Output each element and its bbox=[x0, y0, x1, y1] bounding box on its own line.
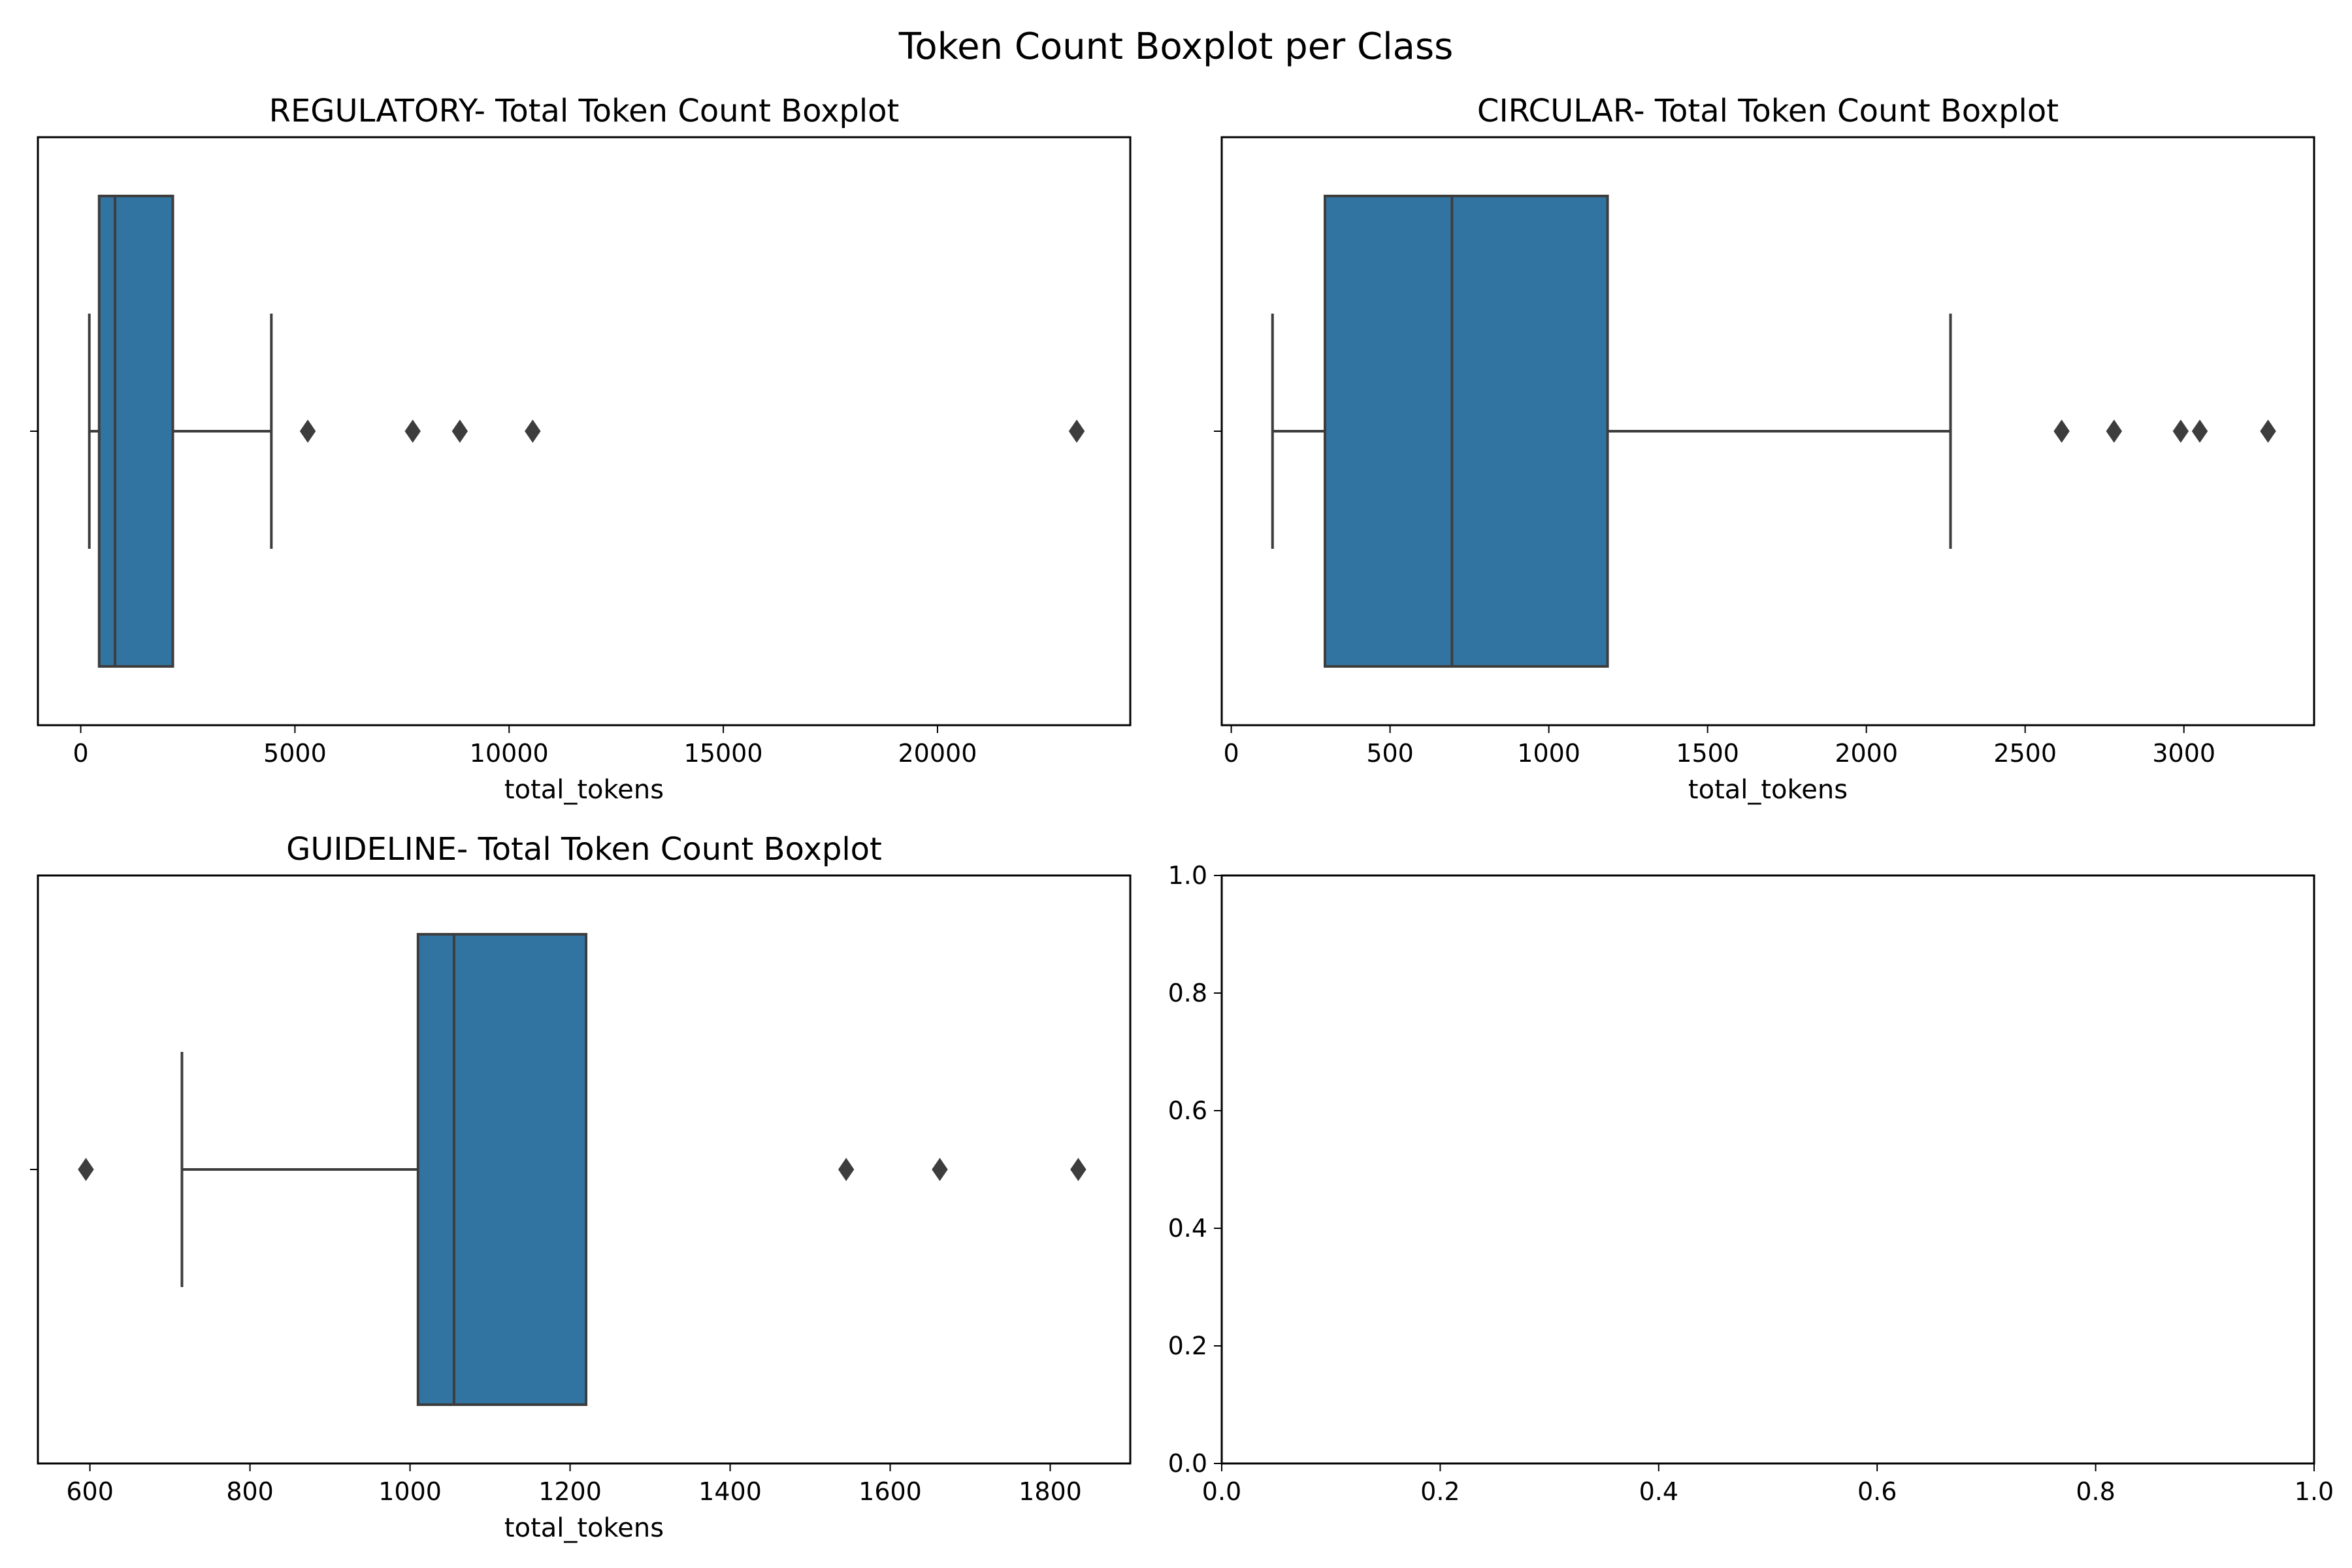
x-axis-label: total_tokens bbox=[1688, 775, 1848, 805]
subplot-title: REGULATORY- Total Token Count Boxplot bbox=[269, 93, 900, 129]
outlier-point bbox=[2053, 419, 2070, 443]
x-tick-label: 1800 bbox=[1019, 1477, 1082, 1506]
x-tick-label: 5000 bbox=[263, 739, 327, 768]
x-tick-label: 0.0 bbox=[1202, 1477, 1241, 1506]
x-tick-label: 1600 bbox=[858, 1477, 922, 1506]
x-tick-label: 1500 bbox=[1676, 739, 1739, 768]
x-tick-label: 1000 bbox=[1517, 739, 1580, 768]
x-tick-label: 500 bbox=[1366, 739, 1414, 768]
x-tick-label: 600 bbox=[66, 1477, 114, 1506]
outlier-point bbox=[1068, 419, 1085, 443]
y-tick-label: 1.0 bbox=[1168, 861, 1207, 890]
y-tick-label: 0.4 bbox=[1168, 1214, 1207, 1243]
axes-frame bbox=[1220, 874, 2315, 1465]
x-tick-label: 2500 bbox=[1993, 739, 2057, 768]
y-tick-label: 0.6 bbox=[1168, 1096, 1207, 1125]
y-tick-label: 0.0 bbox=[1168, 1449, 1207, 1478]
subplot-3: GUIDELINE- Total Token Count Boxplot 600 8… bbox=[30, 831, 1132, 1543]
x-tick-label: 1.0 bbox=[2295, 1477, 2334, 1506]
subplot-1: REGULATORY- Total Token Count Boxplot 0 50… bbox=[30, 93, 1132, 805]
outlier-point bbox=[2172, 419, 2189, 443]
x-tick-label: 0.6 bbox=[1857, 1477, 1897, 1506]
figure-title: Token Count Boxplot per Class bbox=[898, 25, 1454, 68]
iqr-box bbox=[1323, 195, 1609, 668]
outlier-point bbox=[932, 1158, 948, 1181]
outlier-point bbox=[2191, 419, 2208, 443]
subplot-title: GUIDELINE- Total Token Count Boxplot bbox=[286, 831, 882, 868]
outlier-point bbox=[299, 419, 316, 443]
iqr-box bbox=[416, 933, 588, 1406]
x-tick-label: 3000 bbox=[2152, 739, 2215, 768]
x-tick-label: 0 bbox=[73, 739, 88, 768]
outlier-point bbox=[838, 1158, 855, 1181]
x-axis-label: total_tokens bbox=[504, 775, 664, 805]
x-tick-label: 0.4 bbox=[1639, 1477, 1678, 1506]
outlier-point bbox=[78, 1158, 94, 1181]
y-tick-label: 0.8 bbox=[1168, 979, 1207, 1007]
x-tick-label: 20000 bbox=[898, 739, 977, 768]
iqr-box bbox=[97, 195, 174, 668]
outlier-point bbox=[451, 419, 468, 443]
outlier-point bbox=[2106, 419, 2123, 443]
outlier-point bbox=[525, 419, 541, 443]
subplot-title: CIRCULAR- Total Token Count Boxplot bbox=[1477, 93, 2059, 129]
x-tick-label: 0 bbox=[1223, 739, 1239, 768]
x-tick-label: 800 bbox=[226, 1477, 274, 1506]
x-tick-label: 15000 bbox=[684, 739, 763, 768]
x-tick-label: 0.2 bbox=[1420, 1477, 1460, 1506]
x-tick-label: 2000 bbox=[1835, 739, 1898, 768]
x-tick-label: 10000 bbox=[470, 739, 549, 768]
outlier-point bbox=[2260, 419, 2276, 443]
x-tick-label: 0.8 bbox=[2076, 1477, 2115, 1506]
x-tick-label: 1000 bbox=[378, 1477, 442, 1506]
x-tick-label: 1200 bbox=[538, 1477, 602, 1506]
outlier-point bbox=[404, 419, 421, 443]
subplot-2: CIRCULAR- Total Token Count Boxplot 0 500 1… bbox=[1214, 93, 2315, 805]
outlier-point bbox=[1070, 1158, 1086, 1181]
x-axis-label: total_tokens bbox=[504, 1513, 664, 1543]
y-tick-label: 0.2 bbox=[1168, 1331, 1207, 1360]
x-tick-label: 1400 bbox=[698, 1477, 762, 1506]
subplot-4: 0.0 0.2 0.4 0.6 0.8 1.0 0.0 0.2 0.4 0.6 0.8 1.0 bbox=[1168, 861, 2334, 1506]
